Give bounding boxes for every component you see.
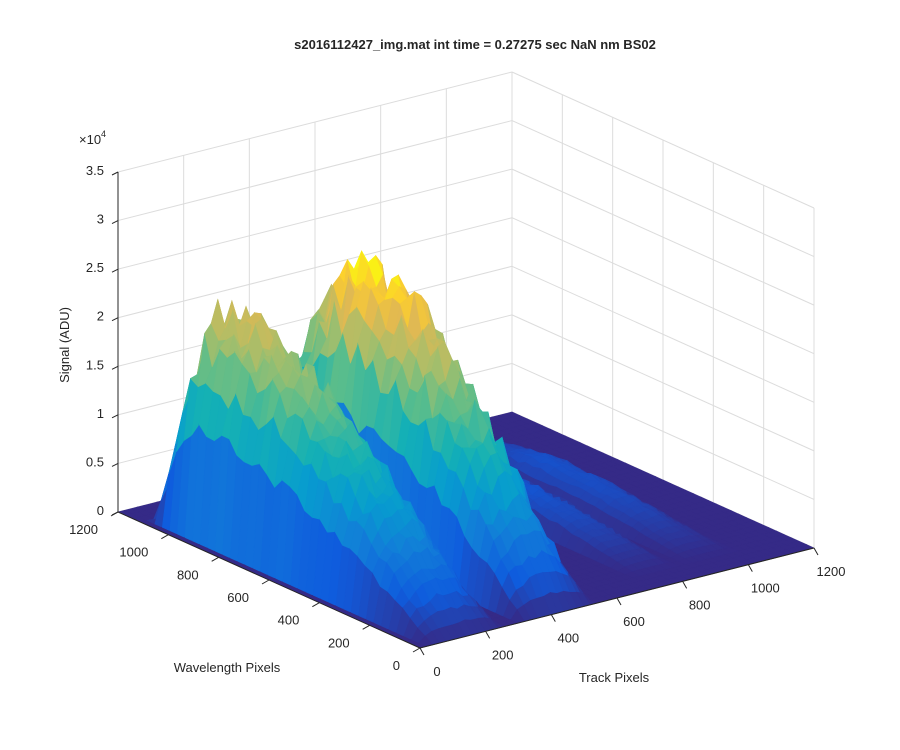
y-tick [211,556,219,562]
x-tick-label: 1200 [817,564,846,579]
x-axis-label: Track Pixels [579,670,650,685]
grid-side-z [511,362,815,500]
z-tick [111,511,119,516]
grid-side-z [511,168,815,306]
y-tick-label: 200 [328,635,350,650]
x-tick-label: 200 [492,647,514,662]
grid-side-z [511,71,815,209]
x-tick [682,581,688,589]
y-tick-label: 600 [227,590,249,605]
z-tick-label: 0.5 [86,454,104,469]
z-tick-label: 2 [97,309,104,324]
z-tick [111,365,119,370]
y-tick [412,647,421,653]
y-axis-label: Wavelength Pixels [174,660,281,675]
y-tick-label: 800 [177,567,199,582]
x-tick-label: 1000 [751,581,780,596]
x-tick-label: 800 [689,597,711,612]
x-tick [747,564,753,572]
x-tick-label: 400 [557,631,579,646]
x-tick [485,631,491,639]
y-tick [161,534,169,540]
z-tick-label: 2.5 [86,260,104,275]
x-tick-label: 0 [433,664,440,679]
grid-side-z [511,217,815,355]
tick-labels: 0200400600800100012000200400600800100012… [69,163,845,679]
z-axis-label: Signal (ADU) [57,307,72,383]
grid-side-z [511,265,815,403]
z-tick [111,414,119,419]
x-tick [616,597,622,606]
x-tick [550,614,556,622]
z-tick-label: 1.5 [86,357,104,372]
z-tick-label: 1 [97,406,104,421]
surface [117,250,815,649]
z-tick-label: 3.5 [86,163,104,178]
y-tick [362,624,370,630]
z-tick [111,171,119,176]
z-tick-label: 0 [97,503,104,518]
x-tick [813,547,819,556]
chart-title: s2016112427_img.mat int time = 0.27275 s… [294,37,656,52]
z-tick [111,462,119,467]
grid-back-z [117,71,513,173]
grid-side-z [511,120,815,258]
y-tick [312,602,320,608]
y-tick [261,579,270,585]
y-tick-label: 400 [278,613,300,628]
y-tick-label: 1000 [119,545,148,560]
z-tick-label: 3 [97,212,104,227]
y-tick-label: 1200 [69,522,98,537]
z-exponent-power: 4 [101,129,106,139]
x-tick [419,647,425,656]
z-tick [111,268,119,273]
grid-side-z [511,314,815,452]
grid-back-z [117,217,513,319]
y-tick-label: 0 [393,658,400,673]
axes [110,171,819,656]
z-tick [111,220,119,225]
x-tick-label: 600 [623,614,645,629]
z-exponent-base: ×10 [79,132,101,147]
grid-back-z [117,120,513,222]
z-tick [111,317,119,322]
grid-back-z [117,168,513,270]
